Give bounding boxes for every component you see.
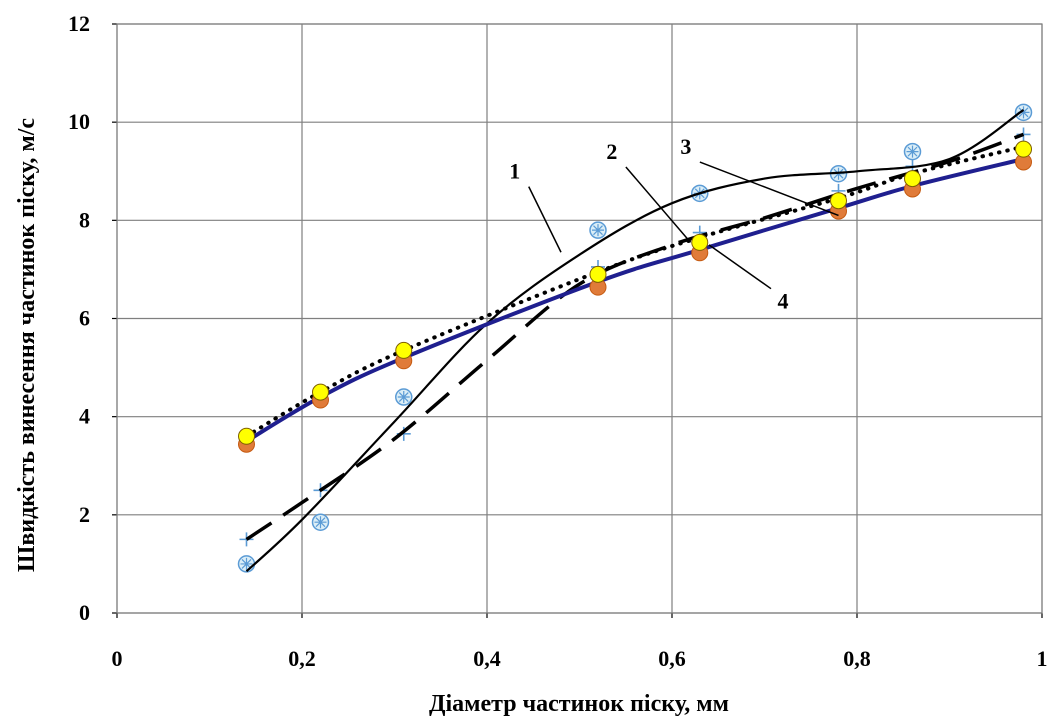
- y-axis-label: Швидкість винесення частинок піску, м/с: [14, 118, 40, 572]
- callout-label-1: 1: [509, 159, 520, 184]
- x-tick-label: 0,4: [473, 646, 501, 671]
- x-tick-label: 0: [112, 646, 123, 671]
- y-tick-label: 12: [68, 11, 90, 36]
- data-point-series-1-cross: [592, 224, 604, 237]
- series-3-line: [244, 144, 1026, 439]
- y-tick-label: 8: [79, 207, 90, 232]
- callout-label-2: 2: [606, 139, 617, 164]
- series-1-line: [245, 108, 1025, 573]
- callout-label-4: 4: [778, 289, 789, 314]
- callout-leader-2: [625, 166, 692, 243]
- callouts: 1 2 3 4: [509, 134, 839, 314]
- data-point-series-3: [1015, 140, 1032, 158]
- plot-area-border: [116, 23, 1043, 614]
- y-tick-label: 6: [79, 306, 90, 331]
- data-point-series-1-cross: [906, 145, 919, 158]
- data-point-series-1-cross: [397, 391, 410, 404]
- data-point-series-3: [238, 427, 255, 445]
- x-axis-label: Діаметр частинок піску, мм: [429, 691, 729, 717]
- data-point-series-3: [830, 192, 847, 210]
- callout-leader-4: [708, 244, 772, 290]
- series-3-markers: [238, 140, 1032, 445]
- grid: [116, 23, 1043, 614]
- data-point-series-3: [904, 170, 921, 188]
- series-4-markers: [238, 153, 1032, 453]
- callout-label-3: 3: [680, 134, 691, 159]
- y-tick-label: 4: [79, 404, 90, 429]
- callout-leader-3: [699, 161, 839, 217]
- data-point-series-3: [691, 233, 709, 251]
- series-layer: [237, 103, 1033, 573]
- y-tick-label: 0: [79, 600, 90, 625]
- data-point-series-3: [395, 341, 413, 359]
- y-tick-label: 10: [68, 109, 90, 134]
- data-point-series-3: [312, 383, 329, 401]
- series-4-line: [245, 157, 1024, 443]
- data-point-series-3: [589, 265, 607, 283]
- y-tick-label: 2: [79, 502, 90, 527]
- data-point-series-1-cross: [314, 516, 327, 529]
- callout-leader-1: [528, 186, 562, 253]
- data-point-series-1-cross: [240, 557, 253, 570]
- data-point-series-1-cross: [1017, 106, 1030, 119]
- x-tick-label: 1: [1037, 646, 1047, 671]
- x-tick-label: 0,8: [843, 646, 871, 671]
- x-tick-label: 0,2: [288, 646, 316, 671]
- x-tick-label: 0,6: [658, 646, 686, 671]
